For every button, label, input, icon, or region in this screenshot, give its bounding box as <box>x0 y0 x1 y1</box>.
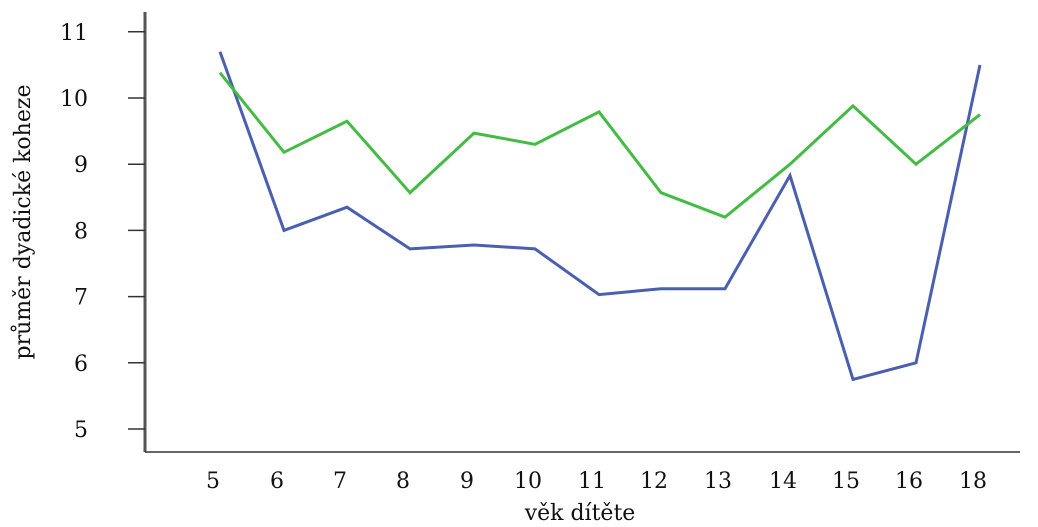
y-ticks: 5 6 7 8 9 10 11 <box>60 21 145 443</box>
y-tick-label: 7 <box>74 286 88 311</box>
y-axis-title: průměr dyadické koheze <box>9 85 36 360</box>
x-tick-label: 14 <box>769 469 797 494</box>
x-tick-label: 15 <box>832 469 860 494</box>
series-lines <box>218 51 982 382</box>
y-tick-label: 9 <box>74 153 88 178</box>
x-tick-label: 10 <box>514 469 542 494</box>
y-tick-label: 6 <box>74 352 88 377</box>
x-tick-label: 13 <box>704 469 732 494</box>
y-tick-label: 8 <box>74 219 88 244</box>
series-line-2 <box>218 71 981 219</box>
axes <box>143 12 1020 453</box>
series-line-1 <box>218 51 982 382</box>
x-tick-label: 12 <box>640 469 668 494</box>
x-axis-title: věk dítěte <box>524 501 636 526</box>
y-tick-label: 11 <box>60 21 88 46</box>
x-tick-label: 9 <box>460 469 474 494</box>
x-ticks: 5 6 7 8 9 10 11 12 13 14 15 16 18 <box>206 469 987 494</box>
x-tick-label: 8 <box>396 469 410 494</box>
x-tick-label: 11 <box>578 469 606 494</box>
x-tick-label: 6 <box>270 469 284 494</box>
x-tick-label: 18 <box>959 469 987 494</box>
y-tick-label: 10 <box>60 87 88 112</box>
x-tick-label: 5 <box>206 469 220 494</box>
x-tick-label: 7 <box>333 469 347 494</box>
y-tick-label: 5 <box>74 418 88 443</box>
x-tick-label: 16 <box>895 469 923 494</box>
